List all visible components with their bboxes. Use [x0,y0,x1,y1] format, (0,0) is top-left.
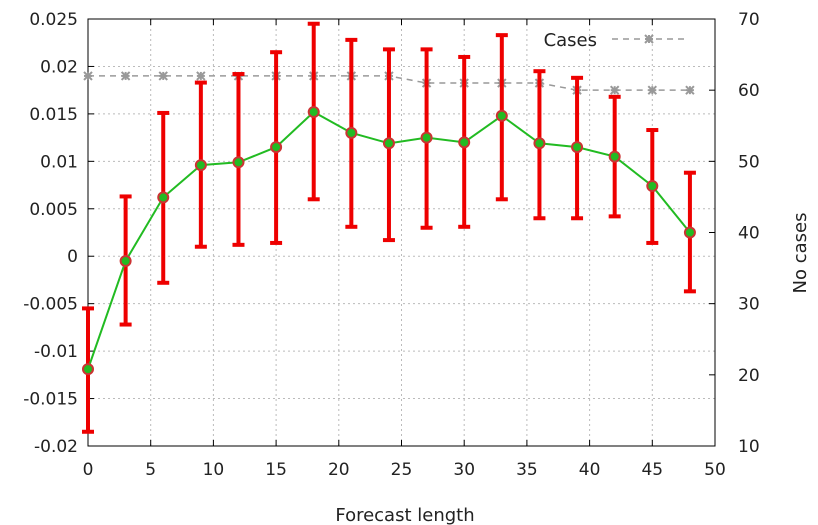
data-point [646,180,659,193]
y-tick-label: -0.005 [23,295,78,315]
y-tick-label: 0.005 [29,200,78,220]
y2-tick-label: 70 [738,10,760,30]
y-tick-label: -0.01 [34,342,78,362]
y-tick-label: 0 [67,247,78,267]
y2-tick-label: 60 [738,81,760,101]
grid [88,19,715,446]
data-point [157,191,170,204]
cases-point [647,85,658,95]
data-point [458,136,471,149]
x-tick-label: 25 [391,460,413,480]
data-point [119,254,132,267]
data-point [82,363,94,376]
x-tick-label: 35 [516,460,538,480]
data-point [571,141,584,154]
legend: Cases [544,30,686,51]
data-point [382,137,395,150]
data-point [194,159,207,172]
y-tick-label: 0.02 [40,57,78,77]
x-tick-label: 15 [265,460,287,480]
x-tick-label: 20 [328,460,350,480]
cases-point [609,85,620,95]
cases-point [685,85,695,95]
data-point [495,109,508,122]
data-point [420,131,433,144]
data-point [345,126,358,139]
data-point [608,150,621,163]
data-point [683,226,696,239]
x-tick-label: 40 [579,460,601,480]
plot-frame [87,18,716,447]
x-tick-label: 50 [704,460,726,480]
y2-tick-label: 40 [738,224,760,244]
x-tick-label: 45 [641,460,663,480]
y2-tick-label: 50 [738,152,760,172]
y-tick-label: 0.01 [40,152,78,172]
x-tick-label: 5 [145,460,156,480]
y-tick-label: -0.02 [34,437,78,457]
y2-tick-label: 10 [738,437,760,457]
data-point [307,105,320,118]
data-point [533,137,546,150]
x-axis-title: Forecast length [335,505,474,525]
x-tick-label: 0 [83,460,94,480]
y2-tick-label: 30 [738,295,760,315]
cases-point [83,71,93,81]
y2-tick-label: 20 [738,366,760,386]
x-tick-label: 30 [453,460,475,480]
legend-marker-cases [644,34,654,44]
axis-ticks: 0 5 10 15 20 25 30 35 40 45 50 -0.02 -0.015 -0.01 -0.0… [23,10,759,480]
legend-label-cases: Cases [544,30,597,51]
series [82,21,696,434]
y-tick-label: 0.015 [29,105,78,125]
cases-point [158,71,168,81]
y2-axis-title: No cases [790,213,811,294]
y-tick-label: 0.025 [29,10,78,30]
data-point [270,141,283,154]
data-point [232,156,245,169]
x-tick-label: 10 [203,460,225,480]
cases-point [196,71,206,81]
cases-point [120,71,131,81]
y-tick-label: -0.015 [23,390,78,410]
